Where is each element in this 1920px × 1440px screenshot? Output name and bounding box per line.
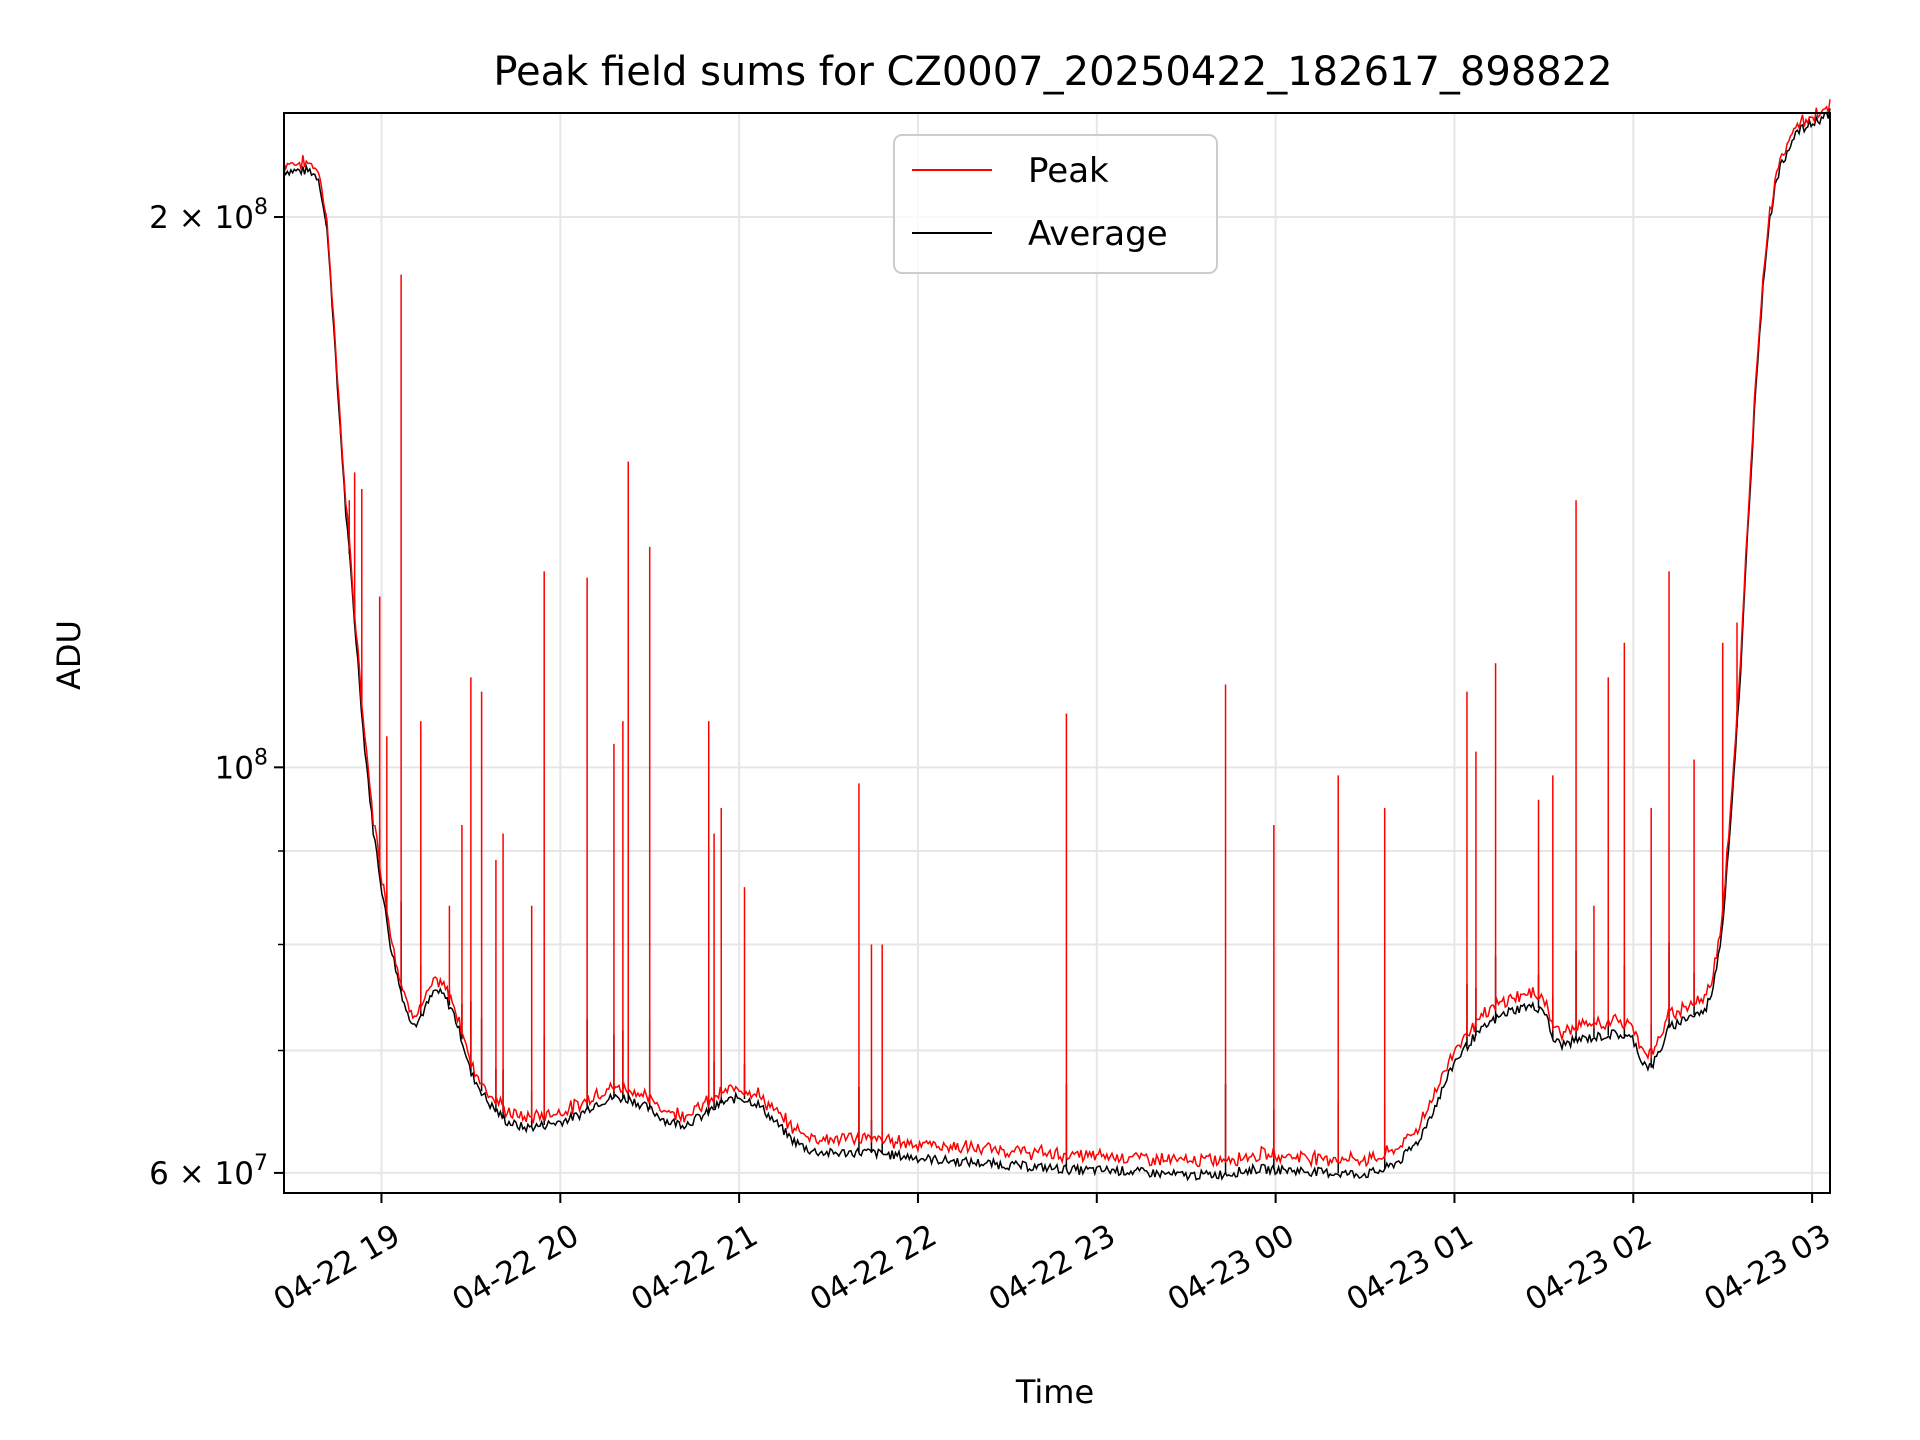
y-tick-label: 2 × 108 <box>149 195 268 236</box>
y-axis-ticks: 6 × 107 108 2 × 108 <box>149 195 284 1192</box>
chart-title: Peak field sums for CZ0007_20250422_1826… <box>493 49 1612 95</box>
peak-line <box>283 99 1831 1169</box>
x-axis-label: Time <box>1015 1373 1094 1411</box>
axes-frame <box>283 112 1831 1194</box>
y-axis-label: ADU <box>50 620 88 690</box>
y-tick-label: 6 × 107 <box>149 1151 268 1192</box>
plot-area <box>283 99 1831 1182</box>
y-tick-label: 108 <box>215 745 268 786</box>
series-peak <box>283 99 1831 1169</box>
legend-average-label: Average <box>1028 214 1168 254</box>
average-line <box>283 108 1831 1182</box>
legend: Peak Average <box>893 134 1218 274</box>
grid-lines <box>284 113 1830 1193</box>
legend-peak-label: Peak <box>1028 151 1109 191</box>
